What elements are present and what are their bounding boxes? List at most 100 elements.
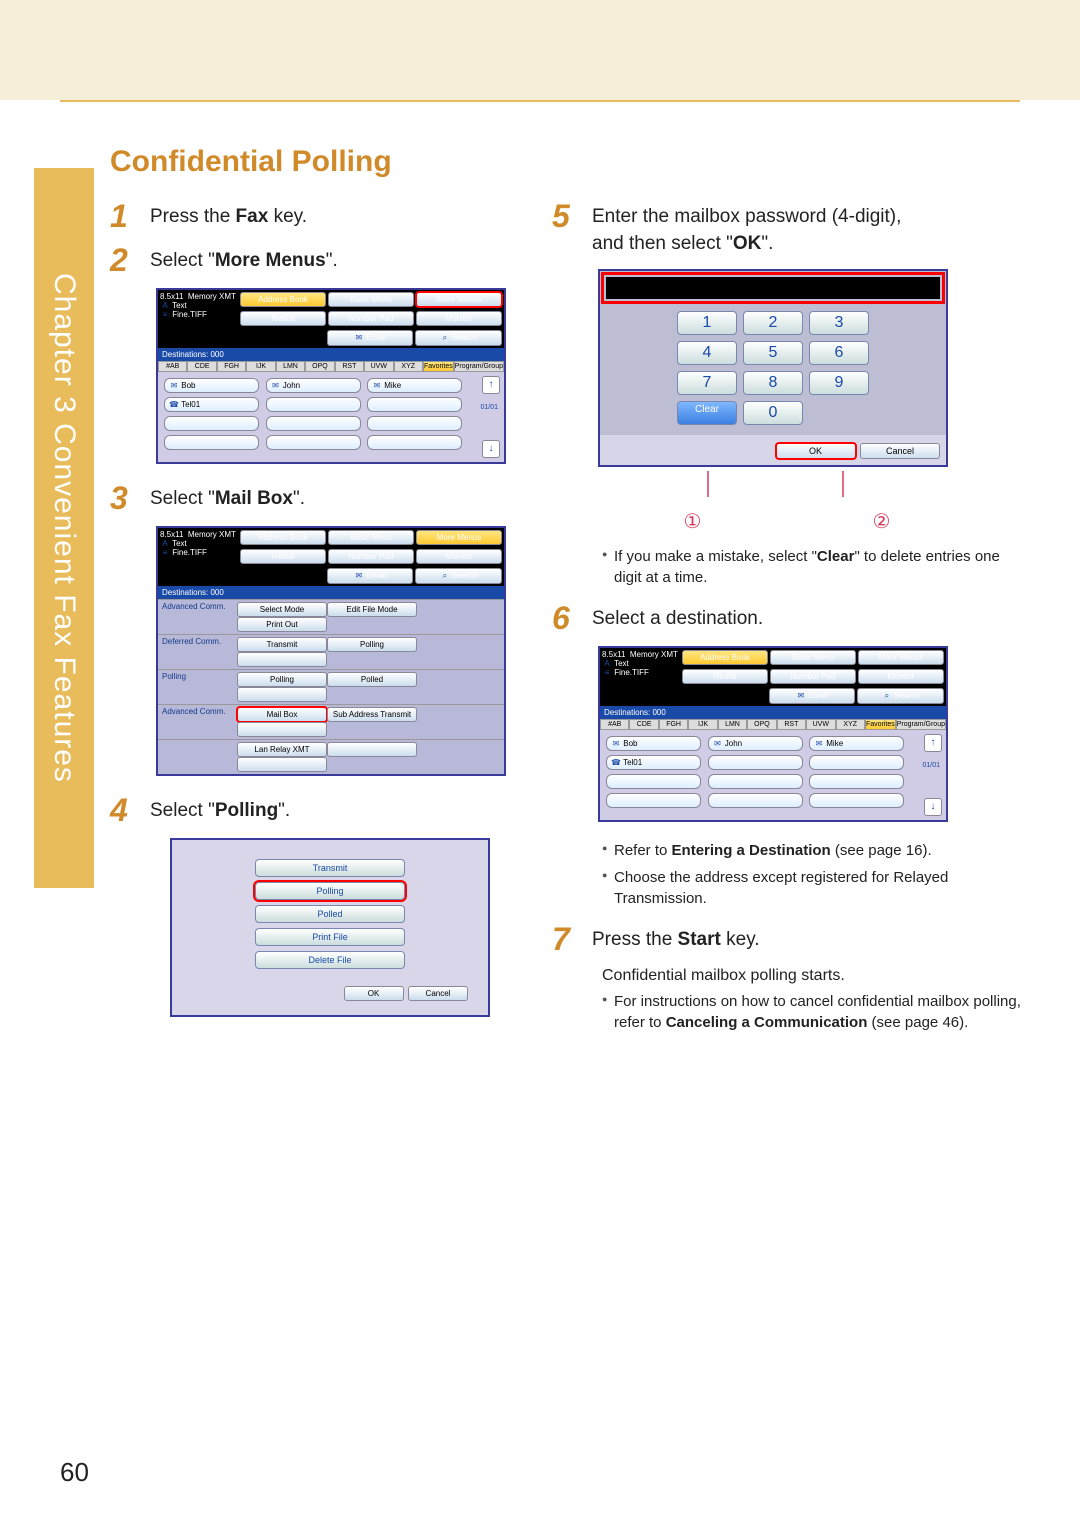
number-pad-button[interactable]: Number Pad [328,311,414,326]
address-book-button[interactable]: Address Book [240,292,326,307]
menu-button[interactable]: Transmit [237,637,327,652]
keypad-1[interactable]: 1 [677,311,737,335]
cancel-button[interactable]: Cancel [860,443,940,459]
keypad-2[interactable]: 2 [743,311,803,335]
menu-button[interactable]: Lan Relay XMT [237,742,327,757]
menu-button [237,722,327,737]
search-button[interactable]: ⌕ Search [415,330,502,346]
step-7-bullet: For instructions on how to cancel confid… [602,991,1022,1033]
keypad-3[interactable]: 3 [809,311,869,335]
callout-2: ② [873,509,891,534]
screenshot-mailbox: 8.5x11 Memory XMT A Text ≡ Fine.TIFF Add… [156,526,506,776]
keypad-0[interactable]: 0 [743,401,803,425]
list-item[interactable]: ✉ Mike [367,378,462,393]
search-icon: ⌕ [882,691,892,701]
step-1-num: 1 [110,200,150,232]
step-7: 7 Press the Start key. [552,923,1022,955]
list-item[interactable] [266,435,361,450]
menu-button[interactable]: Mail Box [237,707,327,722]
step-3-num: 3 [110,482,150,514]
text-icon: A [160,301,170,310]
step-5-text: Enter the mailbox password (4-digit), an… [592,200,901,257]
menu-button[interactable]: Sub Address Transmit [327,707,417,722]
keypad-4[interactable]: 4 [677,341,737,365]
scroll-up-icon[interactable]: ↑ [924,734,942,752]
right-column: 5 Enter the mailbox password (4-digit), … [552,200,1022,1039]
menu-button [237,757,327,772]
list-item[interactable]: ☎ Tel01 [164,397,259,412]
menu-button[interactable]: Polled [327,672,417,687]
poll-option-button[interactable]: Delete File [255,951,405,969]
callout-1: ① [684,509,702,534]
scroll-down-icon[interactable]: ↓ [924,798,942,816]
destinations-bar: Destinations: 000 [158,348,504,361]
step-6-num: 6 [552,602,592,634]
top-rule [60,100,1020,102]
poll-option-button[interactable]: Print File [255,928,405,946]
step-7-text: Press the Start key. [592,923,760,955]
list-item[interactable] [266,397,361,412]
step-3: 3 Select "Mail Box". [110,482,530,514]
screenshot-more-menus: 8.5x11 Memory XMT A Text ≡ Fine.TIFF Add… [156,288,506,464]
menu-button[interactable]: Polling [327,637,417,652]
email-icon: ✉ [796,691,806,700]
poll-option-button[interactable]: Polled [255,905,405,923]
scroll-down-icon[interactable]: ↓ [482,440,500,458]
menu-button[interactable]: Select Mode [237,602,327,617]
screenshot-destination: 8.5x11 Memory XMT A Text ≡ Fine.TIFF Add… [598,646,948,822]
left-column: 1 Press the Fax key. 2 Select "More Menu… [110,200,530,1035]
text-icon: A [602,659,612,668]
email-icon: ✉ [354,571,364,580]
fine-icon: ≡ [160,310,170,319]
basic-menu-button[interactable]: Basic Menu [328,292,414,307]
email-icon: ✉ [354,333,364,342]
step-1-text: Press the Fax key. [150,200,307,232]
ok-button[interactable]: OK [344,986,404,1001]
list-item[interactable]: ✉ John [266,378,361,393]
fine-icon: ≡ [160,548,170,557]
step-2-text: Select "More Menus". [150,244,338,276]
step-6: 6 Select a destination. [552,602,1022,634]
screenshot-keypad: 123 456 789 Clear0 OK Cancel [598,269,948,467]
menu-button[interactable]: Edit File Mode [327,602,417,617]
step-7-num: 7 [552,923,592,955]
menu-button [237,687,327,702]
poll-option-button[interactable]: Transmit [255,859,405,877]
list-item[interactable]: ✉ Bob [164,378,259,393]
step-4-text: Select "Polling". [150,794,290,826]
step-6-bullet-1: Refer to Entering a Destination (see pag… [602,840,1022,861]
page-title: Confidential Polling [110,145,392,179]
list-item[interactable] [367,416,462,431]
keypad-7[interactable]: 7 [677,371,737,395]
email-icon: ✉ [169,381,179,390]
keypad-9[interactable]: 9 [809,371,869,395]
search-icon: ⌕ [440,333,450,343]
keypad-6[interactable]: 6 [809,341,869,365]
redial-button[interactable]: Redial [240,311,326,326]
step-5: 5 Enter the mailbox password (4-digit), … [552,200,1022,257]
menu-button[interactable]: Polling [237,672,327,687]
keypad-8[interactable]: 8 [743,371,803,395]
keypad-callouts: ① ② [598,509,976,534]
top-band [0,0,1080,100]
more-menus-button[interactable]: More Menus [416,292,502,307]
clear-button[interactable]: Clear [677,401,737,425]
list-item[interactable] [266,416,361,431]
email-icon: ✉ [814,739,824,748]
scroll-up-icon[interactable]: ↑ [482,376,500,394]
step-2-num: 2 [110,244,150,276]
list-item[interactable] [367,397,462,412]
ok-button[interactable]: OK [776,443,856,459]
step-6-text: Select a destination. [592,602,763,634]
keypad-5[interactable]: 5 [743,341,803,365]
menu-button[interactable]: Print Out [237,617,327,632]
poll-option-button[interactable]: Polling [255,882,405,900]
list-item[interactable] [367,435,462,450]
phone-icon: ☎ [611,758,621,767]
list-item[interactable] [164,416,259,431]
list-item[interactable] [164,435,259,450]
email-button[interactable]: ✉ Email [327,330,414,346]
cancel-button[interactable]: Cancel [408,986,468,1001]
monitor-button[interactable]: Monitor [416,311,502,326]
step-3-text: Select "Mail Box". [150,482,305,514]
